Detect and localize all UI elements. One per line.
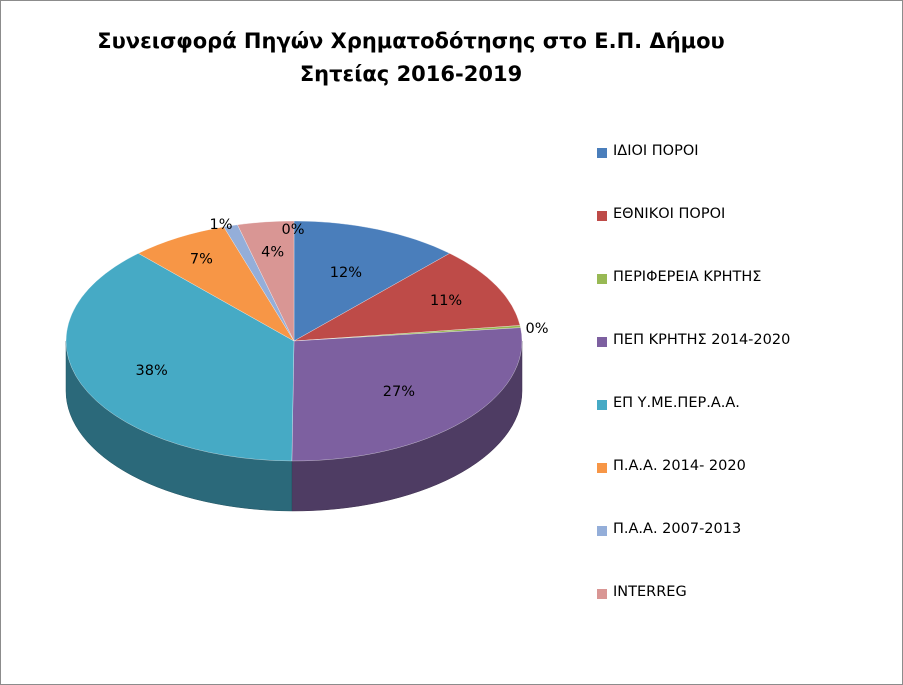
legend-swatch: [597, 148, 607, 158]
pie-data-labels: 12% 11% 0% 27% 38% 7% 1% 4% 0%: [136, 217, 549, 400]
legend-item: Π.Α.Α. 2007-2013: [597, 521, 897, 584]
legend-item: ΕΘΝΙΚΟΙ ΠΟΡΟΙ: [597, 206, 897, 269]
legend-item: Π.Α.Α. 2014- 2020: [597, 458, 897, 521]
pie-slice-3: [291, 327, 523, 462]
chart-title-line-2: Σητείας 2016-2019: [299, 62, 523, 86]
chart-title-line-1: Συνεισφορά Πηγών Χρηματοδότησης στο Ε.Π.…: [97, 29, 725, 53]
legend-label: ΕΠ Υ.ΜΕ.ΠΕΡ.Α.Α.: [613, 395, 740, 411]
legend-swatch: [597, 463, 607, 473]
legend-swatch: [597, 337, 607, 347]
legend-label: ΕΘΝΙΚΟΙ ΠΟΡΟΙ: [613, 206, 726, 222]
legend-item: INTERREG: [597, 584, 897, 647]
data-label-6: 1%: [209, 217, 232, 233]
legend-swatch: [597, 211, 607, 221]
chart-title: Συνεισφορά Πηγών Χρηματοδότησης στο Ε.Π.…: [61, 25, 761, 91]
legend-item: ΕΠ Υ.ΜΕ.ΠΕΡ.Α.Α.: [597, 395, 897, 458]
legend-item: ΙΔΙΟΙ ΠΟΡΟΙ: [597, 143, 897, 206]
legend-swatch: [597, 400, 607, 410]
legend-swatch: [597, 526, 607, 536]
data-label-4: 38%: [136, 363, 168, 379]
legend-label: ΠΕΠ ΚΡΗΤΗΣ 2014-2020: [613, 332, 791, 348]
legend-label: INTERREG: [613, 584, 687, 600]
data-label-5: 7%: [190, 251, 213, 267]
legend-label: Π.Α.Α. 2007-2013: [613, 521, 742, 537]
pie-slices: [65, 220, 523, 462]
legend-label: ΙΔΙΟΙ ΠΟΡΟΙ: [613, 143, 699, 159]
legend-swatch: [597, 589, 607, 599]
pie-slice-0: [293, 220, 451, 342]
pie-slice-4: [65, 253, 295, 462]
legend-item: ΠΕΠ ΚΡΗΤΗΣ 2014-2020: [597, 332, 897, 395]
data-label-2: 0%: [525, 321, 548, 337]
data-label-1: 11%: [430, 293, 462, 309]
data-label-extra: 0%: [281, 222, 304, 238]
legend-label: Π.Α.Α. 2014- 2020: [613, 458, 746, 474]
legend-item: ΠΕΡΙΦΕΡΕΙΑ ΚΡΗΤΗΣ: [597, 269, 897, 332]
legend: ΙΔΙΟΙ ΠΟΡΟΙ ΕΘΝΙΚΟΙ ΠΟΡΟΙ ΠΕΡΙΦΕΡΕΙΑ ΚΡΗΤΗ…: [597, 143, 897, 647]
data-label-0: 12%: [330, 265, 362, 281]
data-label-3: 27%: [383, 384, 415, 400]
legend-swatch: [597, 274, 607, 284]
data-label-7: 4%: [261, 245, 284, 261]
legend-label: ΠΕΡΙΦΕΡΕΙΑ ΚΡΗΤΗΣ: [613, 269, 762, 285]
pie-slice-7: [237, 220, 295, 342]
pie-slice-1: [293, 253, 521, 342]
